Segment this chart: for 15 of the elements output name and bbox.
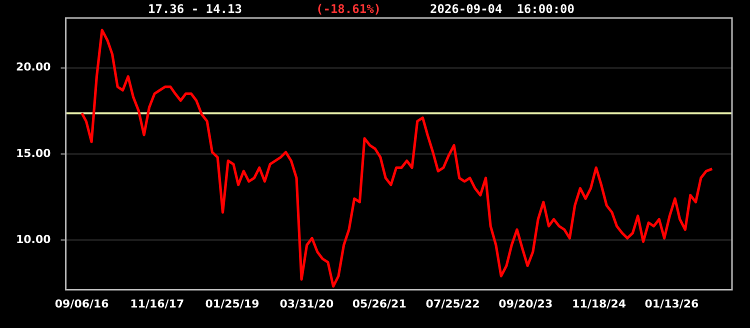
x-tick-label: 01/25/19 bbox=[205, 297, 260, 310]
chart-title: 17.36 - 14.13 bbox=[148, 2, 242, 16]
x-tick-label: 03/31/20 bbox=[280, 297, 334, 310]
x-tick-label: 11/16/17 bbox=[130, 297, 184, 310]
y-tick-label: 10.00 bbox=[16, 232, 52, 246]
chart-subtitle: (-18.61%) bbox=[316, 2, 382, 16]
text: 2026-09-04 16:00:00 bbox=[430, 2, 574, 16]
x-tick-label: 09/06/16 bbox=[54, 297, 110, 310]
x-tick-label: 11/18/24 bbox=[572, 297, 626, 310]
x-tick-label: 01/13/26 bbox=[644, 297, 700, 310]
x-tick-label: 09/20/23 bbox=[498, 297, 553, 310]
x-tick-label: 07/25/22 bbox=[426, 297, 480, 310]
y-tick-label: 15.00 bbox=[16, 146, 52, 160]
x-tick-label: 05/26/21 bbox=[352, 297, 406, 310]
y-tick-label: 20.00 bbox=[16, 60, 52, 74]
